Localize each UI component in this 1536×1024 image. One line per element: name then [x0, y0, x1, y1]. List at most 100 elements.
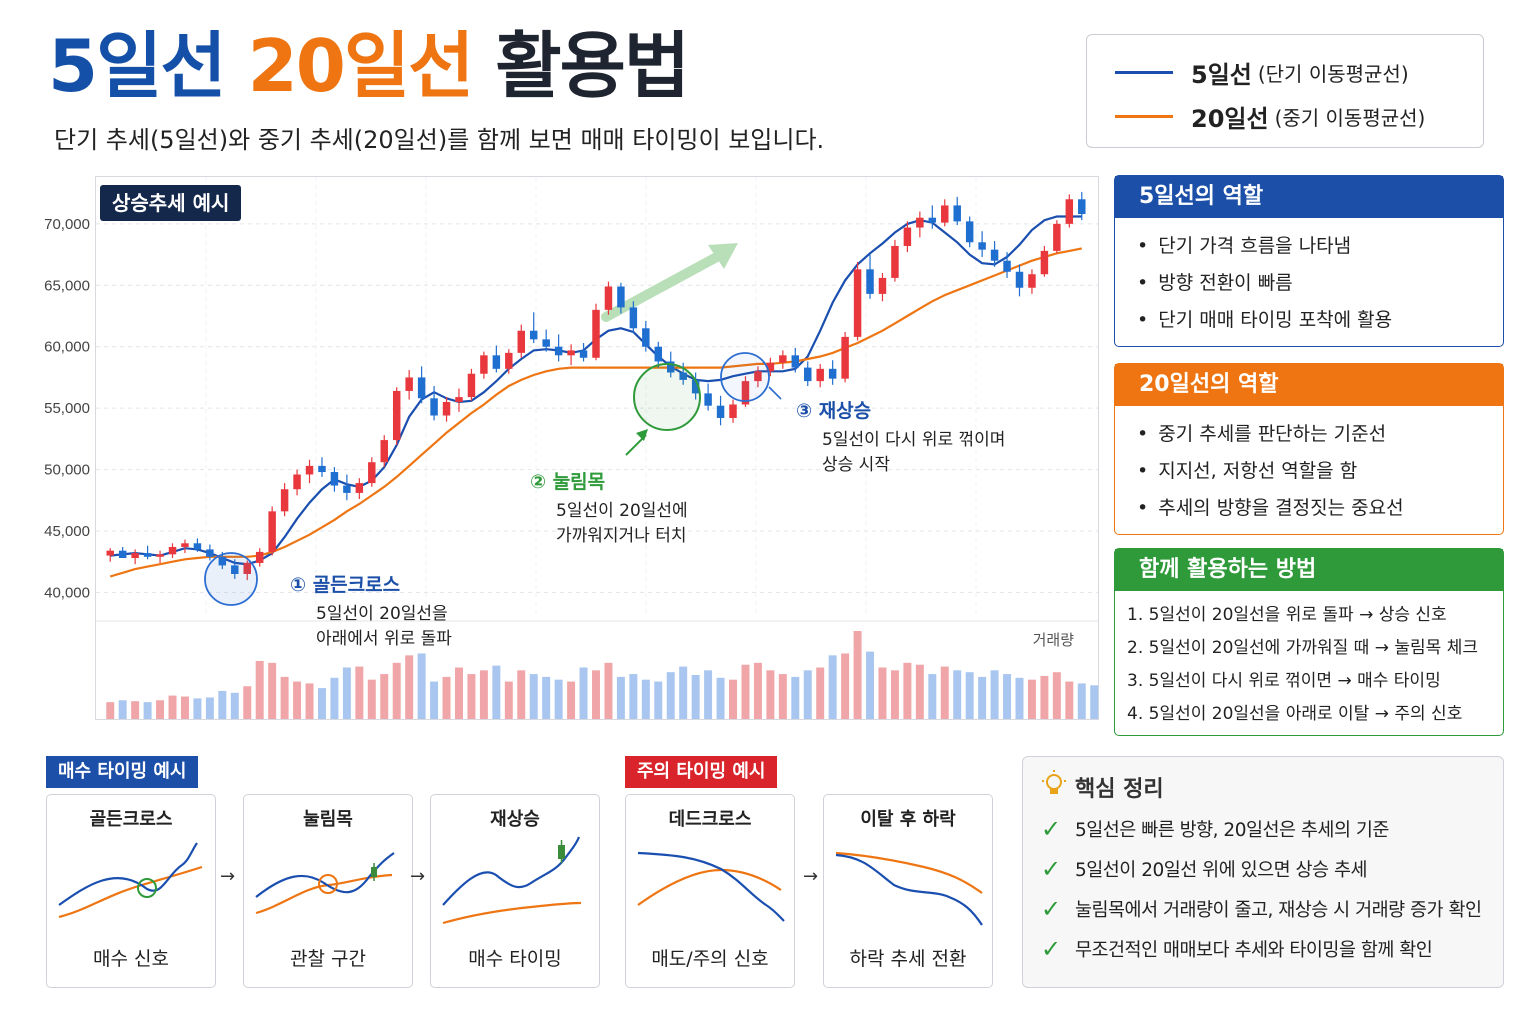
volume-bar: [567, 681, 576, 719]
volume-bar: [1090, 685, 1099, 719]
volume-bar: [305, 683, 314, 719]
mini-card-caption: 매수 신호: [93, 948, 169, 970]
candle-body: [368, 462, 376, 484]
check-icon: ✓: [1041, 855, 1061, 883]
chart-title: 상승추세 예시: [100, 185, 242, 221]
candle-body: [629, 307, 638, 329]
candle-body: [779, 355, 787, 363]
volume-bar: [853, 631, 862, 719]
candle-body: [330, 472, 339, 486]
volume-bar: [965, 672, 974, 719]
candle-body: [517, 330, 526, 353]
volume-bar: [592, 670, 600, 719]
legend-label-ma20: 20일선: [1191, 105, 1269, 133]
candle-body: [729, 404, 737, 418]
volume-bar: [367, 679, 376, 719]
buy-examples-tag: 매수 타이밍 예시: [46, 756, 199, 788]
candle-body: [916, 217, 924, 228]
volume-bar: [828, 655, 837, 719]
volume-bar: [716, 677, 725, 719]
arrow-right-icon: →: [803, 866, 819, 887]
page-title: 5일선 20일선 활용법: [48, 18, 690, 114]
rebound-pointer: [768, 386, 782, 400]
annotation-title: ③ 재상승: [796, 400, 871, 422]
volume-bar: [915, 664, 924, 719]
volume-bar: [866, 651, 875, 719]
candle-body: [1003, 260, 1011, 272]
check-icon: ✓: [1041, 895, 1061, 923]
candle-body: [355, 483, 364, 493]
volume-bar: [131, 701, 140, 719]
list-item: 추세의 방향을 결정짓는 중요선: [1137, 490, 1503, 527]
candle-body: [430, 398, 438, 416]
candle-body: [1078, 199, 1086, 215]
candle-body: [592, 309, 600, 358]
title-ma5: 5일선: [48, 24, 227, 108]
annotation-text: 5일선이 다시 위로 꺾이며: [822, 430, 1005, 450]
candle-body: [467, 373, 476, 398]
candle-body: [679, 372, 687, 380]
volume-bar: [330, 677, 339, 719]
volume-bar: [990, 670, 999, 719]
volume-bar: [280, 676, 289, 719]
legend-label-ma5: 5일선: [1191, 61, 1252, 89]
volume-bar: [455, 667, 463, 719]
volume-bar: [1077, 683, 1086, 719]
volume-bar: [816, 667, 825, 719]
candle-body: [654, 346, 663, 362]
candle-body: [841, 336, 849, 379]
mini-chart-dead-cross: [637, 851, 785, 922]
candle-body: [255, 551, 264, 563]
mini-card-pullback: 눌림목 관찰 구간: [243, 794, 413, 988]
candle-body: [941, 205, 949, 223]
candle-body: [866, 269, 874, 294]
summary-item: ✓ 5일선이 20일선 위에 있으면 상승 추세: [1041, 855, 1368, 883]
check-icon: ✓: [1041, 935, 1061, 963]
mini-card-dead-cross: 데드크로스 매도/주의 신호: [625, 794, 795, 988]
candle-body: [343, 485, 351, 493]
volume-bar: [268, 662, 277, 719]
volume-bar: [255, 660, 264, 719]
volume-bar: [230, 692, 239, 719]
volume-bar: [467, 674, 476, 719]
list-item: 방향 전환이 빠름: [1137, 265, 1503, 302]
annotation-text: 아래에서 위로 돌파: [316, 629, 452, 649]
candle-body: [691, 379, 700, 394]
candle-body: [455, 397, 463, 402]
candle-body: [529, 330, 538, 340]
legend-desc-ma5: (단기 이동평균선): [1257, 62, 1409, 86]
arrow-right-icon: →: [220, 866, 236, 887]
volume-bar: [430, 681, 439, 719]
list-item: 4. 5일선이 20일선을 아래로 이탈 → 주의 신호: [1127, 704, 1463, 724]
volume-bar: [205, 697, 214, 719]
volume-bar: [679, 666, 688, 719]
volume-bar: [803, 670, 812, 719]
candle-body: [318, 465, 326, 473]
candle-body: [268, 511, 276, 552]
summary-box: 핵심 정리 ✓ 5일선은 빠른 방향, 20일선은 추세의 기준 ✓ 5일선이 20…: [1022, 756, 1504, 988]
volume-bar: [1027, 679, 1036, 719]
summary-title: 핵심 정리: [1075, 777, 1164, 802]
volume-bar: [940, 666, 949, 719]
candle-body: [118, 550, 127, 559]
caution-examples-tag: 주의 타이밍 예시: [625, 756, 778, 788]
mini-card-golden-cross: 골든크로스 매수 신호: [46, 794, 216, 988]
volume-bar: [741, 664, 750, 719]
volume-bar: [380, 674, 389, 719]
annotation-title: ② 눌림목: [530, 471, 605, 493]
candle-body: [928, 217, 937, 223]
volume-bar: [504, 681, 513, 719]
volume-bar: [180, 696, 189, 719]
candle-body: [891, 245, 899, 278]
candle-body: [828, 368, 837, 379]
candle-body: [579, 350, 588, 358]
candle-body: [741, 381, 750, 405]
y-tick-label: 70,000: [44, 216, 90, 233]
volume-bar: [293, 681, 302, 719]
volume-bar: [118, 700, 127, 719]
volume-bar: [479, 670, 488, 719]
volume-bar: [517, 670, 526, 719]
volume-bar: [604, 662, 613, 719]
list-item: 3. 5일선이 다시 위로 꺾이면 → 매수 타이밍: [1127, 671, 1441, 691]
candle-body: [156, 554, 164, 557]
